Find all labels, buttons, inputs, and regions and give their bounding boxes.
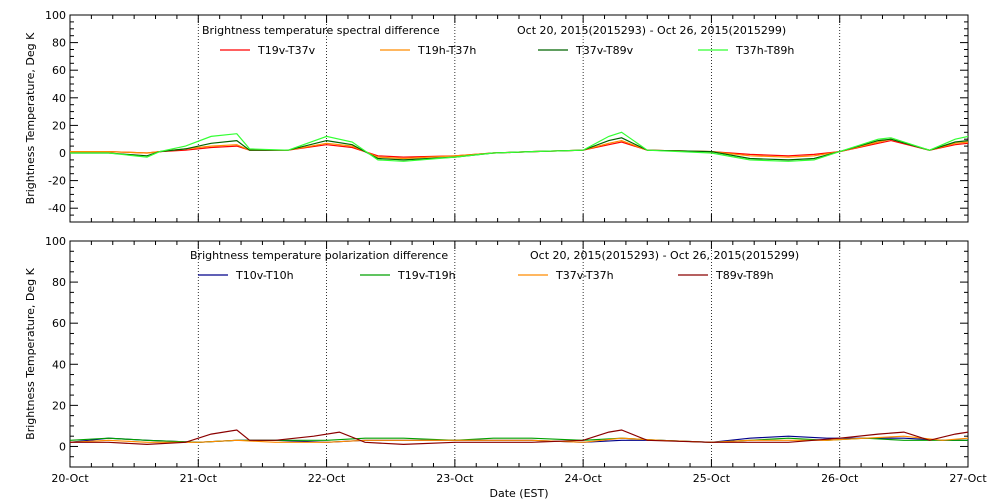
- panel2-y-tick-label: 40: [52, 358, 66, 371]
- panel2-y-axis-label: Brightness Temperature, Deg K: [24, 267, 37, 439]
- panel2-legend-label: T37v-T37h: [555, 269, 614, 282]
- panel2-chart-title: Brightness temperature polarization diff…: [190, 249, 448, 262]
- panel2-series-line-4: [70, 429, 969, 446]
- panel1-y-tick-label: 0: [59, 147, 66, 160]
- panel1-series-line-1: [70, 139, 969, 158]
- panel1-y-tick-label: 20: [52, 119, 66, 132]
- panel1-y-axis-label: Brightness Temperature, Deg K: [24, 32, 37, 204]
- panel2-x-tick-label: 26-Oct: [821, 472, 859, 485]
- panel2-y-tick-label: 100: [45, 235, 66, 248]
- panel2-y-tick-label: 20: [52, 399, 66, 412]
- panel1-date-range: Oct 20, 2015(2015293) - Oct 26, 2015(201…: [517, 24, 786, 37]
- panel2-date-range: Oct 20, 2015(2015293) - Oct 26, 2015(201…: [530, 249, 799, 262]
- panel1-legend-label: T37v-T89v: [575, 44, 634, 57]
- panel1-y-tick-label: 80: [52, 37, 66, 50]
- panel1-y-tick-label: -40: [48, 202, 66, 215]
- panel1-y-tick-label: 100: [45, 9, 66, 22]
- panel2-legend-label: T19v-T19h: [397, 269, 456, 282]
- panel2-x-tick-label: 23-Oct: [436, 472, 474, 485]
- panel2-x-axis-label: Date (EST): [489, 487, 548, 500]
- panel2-x-tick-label: 24-Oct: [564, 472, 602, 485]
- panel2-y-tick-label: 0: [59, 440, 66, 453]
- panel1-plot-frame: [69, 14, 969, 223]
- panel1-legend-label: T37h-T89h: [735, 44, 794, 57]
- panel2-y-tick-label: 80: [52, 276, 66, 289]
- panel1-series-line-2: [70, 138, 969, 160]
- panel1-series-line-3: [70, 137, 969, 161]
- panel2-series-line-3: [69, 435, 969, 443]
- panel1-y-tick-label: 40: [52, 92, 66, 105]
- panel1-y-tick-label: -20: [48, 175, 66, 188]
- panel2-x-tick-label: 21-Oct: [180, 472, 218, 485]
- panel2-x-tick-label: 22-Oct: [308, 472, 346, 485]
- panel2-y-tick-label: 60: [52, 317, 66, 330]
- panel2-x-tick-label: 20-Oct: [51, 472, 89, 485]
- panel1-legend-label: T19v-T37v: [257, 44, 316, 57]
- panel1-chart-title: Brightness temperature spectral differen…: [202, 24, 440, 37]
- panel2-x-tick-label: 25-Oct: [693, 472, 731, 485]
- panel1-y-tick-label: 60: [52, 64, 66, 77]
- panel2-x-tick-label: 27-Oct: [949, 472, 987, 485]
- panel1-series-line-4: [70, 131, 969, 162]
- panel2-legend-label: T89v-T89h: [715, 269, 774, 282]
- panel1-legend-label: T19h-T37h: [417, 44, 476, 57]
- panel2-legend-label: T10v-T10h: [235, 269, 294, 282]
